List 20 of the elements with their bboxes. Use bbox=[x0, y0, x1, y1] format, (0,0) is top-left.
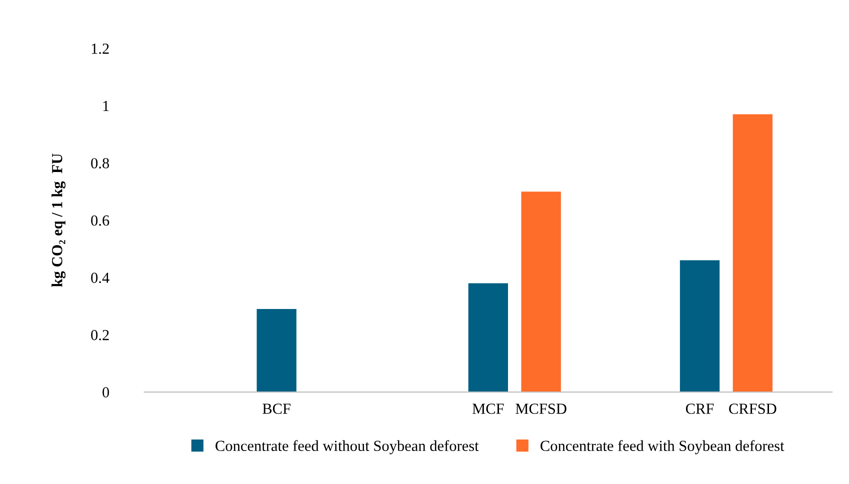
bar bbox=[680, 260, 720, 392]
y-tick-label: 0.6 bbox=[91, 215, 110, 226]
y-tick-label: 0.8 bbox=[91, 158, 110, 168]
y-tick-label: 1.2 bbox=[92, 44, 109, 54]
x-tick-label: BCF bbox=[262, 404, 290, 414]
x-tick-label: CRF bbox=[686, 404, 714, 414]
bar bbox=[468, 283, 508, 392]
bar bbox=[732, 114, 773, 392]
x-tick-label: CRFSD bbox=[729, 404, 776, 414]
x-tick-label: MCF bbox=[472, 404, 504, 414]
y-tick-label: 0.2 bbox=[91, 330, 109, 340]
bar bbox=[521, 192, 561, 392]
y-tick-label: 0.4 bbox=[91, 272, 110, 284]
y-axis-title: kg CO₂ eq / 1 kg FU bbox=[52, 154, 66, 287]
legend-label: Concentrate feed with Soybean deforest bbox=[540, 440, 784, 454]
x-tick-label: MCFSD bbox=[516, 404, 566, 414]
y-tick-label: 0 bbox=[102, 387, 110, 398]
y-tick-label: 1 bbox=[103, 100, 109, 111]
bar bbox=[256, 308, 296, 392]
legend-label: Concentrate feed without Soybean deforest bbox=[216, 440, 479, 454]
